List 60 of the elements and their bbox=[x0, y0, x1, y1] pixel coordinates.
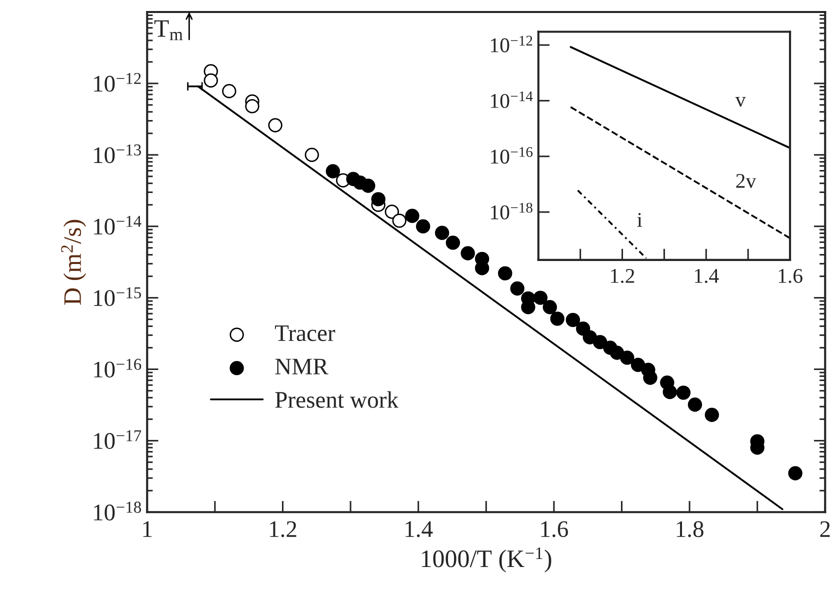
y-tick-label: 10$^{−18}$ bbox=[94, 502, 142, 520]
y-tick-label: 10$^{−12}$ bbox=[94, 72, 141, 92]
y-tick-label: 10$^{−15}$ bbox=[94, 287, 141, 306]
point bbox=[498, 266, 512, 280]
point bbox=[610, 346, 624, 360]
point bbox=[371, 192, 386, 206]
point bbox=[361, 178, 376, 193]
y-tick-label: 10$^{−16}$ bbox=[94, 358, 142, 378]
x-tick-label: 1 bbox=[143, 521, 152, 537]
y-tick-label: 10$^{−17}$ bbox=[94, 430, 142, 449]
point bbox=[662, 384, 677, 400]
x-tick-label: 1.6 bbox=[778, 268, 802, 284]
point bbox=[566, 312, 580, 328]
x-tick-label: 1.8 bbox=[676, 521, 704, 538]
point bbox=[204, 73, 218, 88]
x-tick-label: 1.6 bbox=[541, 521, 568, 538]
point bbox=[460, 246, 475, 260]
point bbox=[392, 214, 406, 228]
legend-label: Tracer bbox=[275, 325, 336, 342]
x-tick-label: 1.2 bbox=[611, 268, 634, 284]
y-tick-label: 10$^{−13}$ bbox=[94, 144, 141, 164]
point bbox=[326, 164, 340, 178]
annotation: T$_{m}$ bbox=[154, 20, 183, 40]
point bbox=[268, 118, 282, 132]
point bbox=[245, 99, 260, 114]
point bbox=[405, 208, 420, 223]
point bbox=[416, 219, 430, 234]
point bbox=[630, 358, 646, 372]
point bbox=[510, 281, 524, 296]
point bbox=[533, 290, 548, 305]
x-axis-title: 1000/T (K$^{−1}$) bbox=[422, 547, 552, 572]
point bbox=[304, 148, 319, 162]
point bbox=[676, 386, 691, 400]
legend-label: NMR bbox=[275, 358, 328, 374]
point bbox=[788, 466, 802, 480]
y-tick-label: 10$^{−12}$ bbox=[490, 36, 532, 52]
x-tick-label: 1.2 bbox=[270, 521, 296, 538]
x-tick-label: 1.4 bbox=[406, 521, 433, 538]
point bbox=[222, 84, 236, 98]
legend-label: Present work bbox=[275, 391, 399, 408]
y-tick-label: 10$^{−16}$ bbox=[490, 147, 533, 164]
point bbox=[688, 398, 702, 412]
point bbox=[643, 370, 658, 385]
series-label: v bbox=[735, 97, 746, 107]
point bbox=[592, 334, 608, 350]
x-tick-label: 1.4 bbox=[694, 269, 719, 284]
point bbox=[550, 312, 564, 326]
point bbox=[384, 204, 399, 219]
y-tick-label: 10$^{−14}$ bbox=[94, 216, 142, 235]
x-tick-label: 2 bbox=[820, 521, 830, 537]
point bbox=[542, 300, 557, 314]
series-label: 2v bbox=[736, 174, 756, 188]
y-axis-title: D (m$^{2}$/s) bbox=[61, 220, 86, 305]
point bbox=[446, 236, 460, 250]
series-label: i bbox=[637, 212, 642, 227]
point bbox=[434, 226, 450, 240]
point bbox=[704, 408, 720, 422]
point bbox=[620, 350, 634, 365]
y-tick-label: 10$^{−18}$ bbox=[490, 202, 532, 220]
y-tick-label: 10$^{−14}$ bbox=[490, 91, 533, 108]
